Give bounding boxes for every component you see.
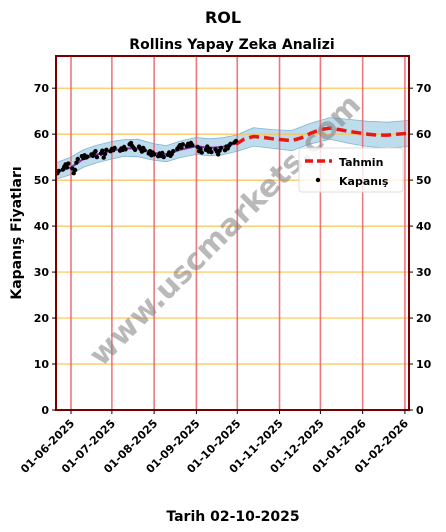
close-point-89 <box>228 141 233 146</box>
close-point-21 <box>94 154 100 160</box>
y-tick-label-right-1: 10 <box>416 358 432 371</box>
close-point-26 <box>104 147 109 152</box>
x-axis: 01-06-202501-07-202501-08-202501-09-2025… <box>18 410 411 476</box>
close-point-20 <box>93 149 98 154</box>
close-point-30 <box>112 145 117 151</box>
legend: Tahmin Kapanış <box>298 147 404 193</box>
close-point-79 <box>209 149 214 155</box>
plot-area: www.uscmarkets.com <box>55 55 410 411</box>
y-tick-label-left-6: 60 <box>34 128 50 141</box>
legend-box <box>298 147 404 193</box>
y-tick-label-right-7: 70 <box>416 82 432 95</box>
grid-layer <box>56 56 409 410</box>
y-tick-label-right-5: 50 <box>416 174 432 187</box>
close-point-55 <box>161 154 166 160</box>
y-tick-label-left-2: 20 <box>34 312 50 325</box>
close-point-73 <box>198 146 203 152</box>
close-point-70 <box>190 143 195 148</box>
close-point-65 <box>180 142 185 147</box>
y-tick-label-right-3: 30 <box>416 266 432 279</box>
chart-suptitle: ROL <box>205 8 241 27</box>
y-tick-label-left-3: 30 <box>34 266 50 279</box>
close-point-50 <box>151 152 157 157</box>
close-point-25 <box>102 151 108 157</box>
y-tick-label-left-1: 10 <box>34 358 50 371</box>
close-point-5 <box>64 165 70 170</box>
y-tick-label-left-4: 40 <box>34 220 50 233</box>
y-tick-label-right-0: 0 <box>416 404 424 417</box>
close-point-11 <box>75 156 81 162</box>
y-axis-label: Kapanış Fiyatları <box>9 166 25 299</box>
close-point-82 <box>216 152 221 157</box>
close-point-10 <box>74 160 79 165</box>
close-point-6 <box>66 161 71 166</box>
y-axis-left: 0 10 20 30 40 50 60 70 <box>34 82 56 417</box>
close-point-9 <box>72 167 78 173</box>
close-point-24 <box>101 155 106 160</box>
y-tick-label-right-6: 60 <box>416 128 432 141</box>
y-tick-label-left-7: 70 <box>34 82 50 95</box>
close-point-84 <box>218 145 224 151</box>
y-tick-label-left-5: 50 <box>34 174 50 187</box>
close-point-1 <box>56 168 61 174</box>
watermark: www.uscmarkets.com <box>83 88 368 373</box>
close-point-40 <box>132 147 138 152</box>
close-point-74 <box>199 150 204 155</box>
x-axis-label: Tarih 02-10-2025 <box>166 509 299 525</box>
series-layer <box>55 126 410 176</box>
close-point-23 <box>100 148 105 153</box>
y-tick-label-right-2: 20 <box>416 312 432 325</box>
plot-frame <box>55 55 410 411</box>
y-tick-label-left-0: 0 <box>41 404 49 417</box>
y-tick-label-right-4: 40 <box>416 220 432 233</box>
chart-title: Rollins Yapay Zeka Analizi <box>129 37 334 53</box>
legend-forecast-label: Tahmin <box>339 156 383 169</box>
close-point-35 <box>123 147 128 152</box>
close-point-60 <box>171 149 176 154</box>
legend-close-label: Kapanış <box>339 175 389 188</box>
close-point-16 <box>85 154 90 159</box>
legend-close-swatch <box>315 177 321 183</box>
y-axis-right: 0 10 20 30 40 50 60 70 <box>409 82 432 417</box>
close-point-54 <box>160 150 165 156</box>
close-point-45 <box>142 148 147 153</box>
close-point-91 <box>233 138 239 144</box>
